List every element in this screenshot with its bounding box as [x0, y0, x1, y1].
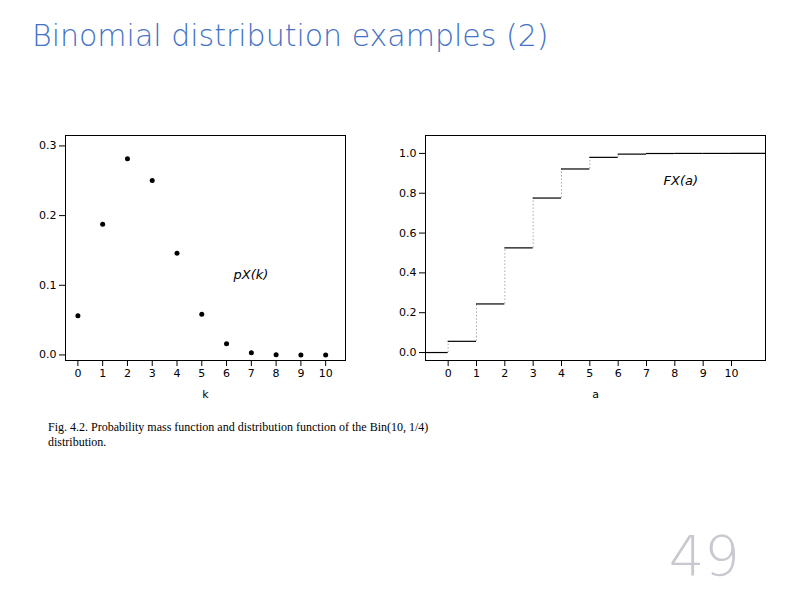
- svg-text:9: 9: [700, 367, 707, 380]
- html-text:Binomial distribution examples: Binomial distribution examples (2): [32, 18, 549, 53]
- svg-text:0.6: 0.6: [399, 227, 417, 240]
- svg-text:3: 3: [530, 367, 537, 380]
- svg-text:10: 10: [725, 367, 739, 380]
- svg-text:5: 5: [198, 367, 205, 380]
- svg-text:4: 4: [174, 367, 181, 380]
- svg-text:3: 3: [149, 367, 156, 380]
- svg-text:0.0: 0.0: [399, 346, 417, 359]
- svg-text:0.4: 0.4: [399, 266, 417, 279]
- svg-text:2: 2: [124, 367, 131, 380]
- svg-text:6: 6: [615, 367, 622, 380]
- svg-text:7: 7: [643, 367, 650, 380]
- svg-text:6: 6: [223, 367, 230, 380]
- svg-text:0.1: 0.1: [39, 279, 57, 292]
- svg-text:8: 8: [671, 367, 678, 380]
- svg-text:1: 1: [99, 367, 106, 380]
- svg-text:1.0: 1.0: [399, 147, 417, 160]
- svg-text:8: 8: [273, 367, 280, 380]
- svg-text:5: 5: [586, 367, 593, 380]
- svg-text:10: 10: [319, 367, 333, 380]
- svg-text:0: 0: [445, 367, 452, 380]
- svg-text:0.2: 0.2: [399, 306, 417, 319]
- svg-text:9: 9: [297, 367, 304, 380]
- svg-text:pX(k): pX(k): [233, 267, 269, 282]
- svg-text:0.3: 0.3: [39, 139, 57, 152]
- svg-text:1: 1: [473, 367, 480, 380]
- svg-text:k: k: [202, 388, 209, 401]
- svg-text:FX(a): FX(a): [664, 173, 699, 188]
- svg-text:2: 2: [501, 367, 508, 380]
- svg-text:4: 4: [558, 367, 565, 380]
- svg-text:0: 0: [74, 367, 81, 380]
- html-text:49: 49: [668, 523, 740, 588]
- svg-text:0.0: 0.0: [39, 348, 57, 361]
- svg-text:0.2: 0.2: [39, 209, 57, 222]
- svg-text:7: 7: [248, 367, 255, 380]
- svg-text:0.8: 0.8: [399, 187, 417, 200]
- html-text:Fig. 4.2. Probability mass fun: Fig. 4.2. Probability mass function and …: [48, 420, 429, 449]
- svg-text:a: a: [592, 388, 599, 401]
